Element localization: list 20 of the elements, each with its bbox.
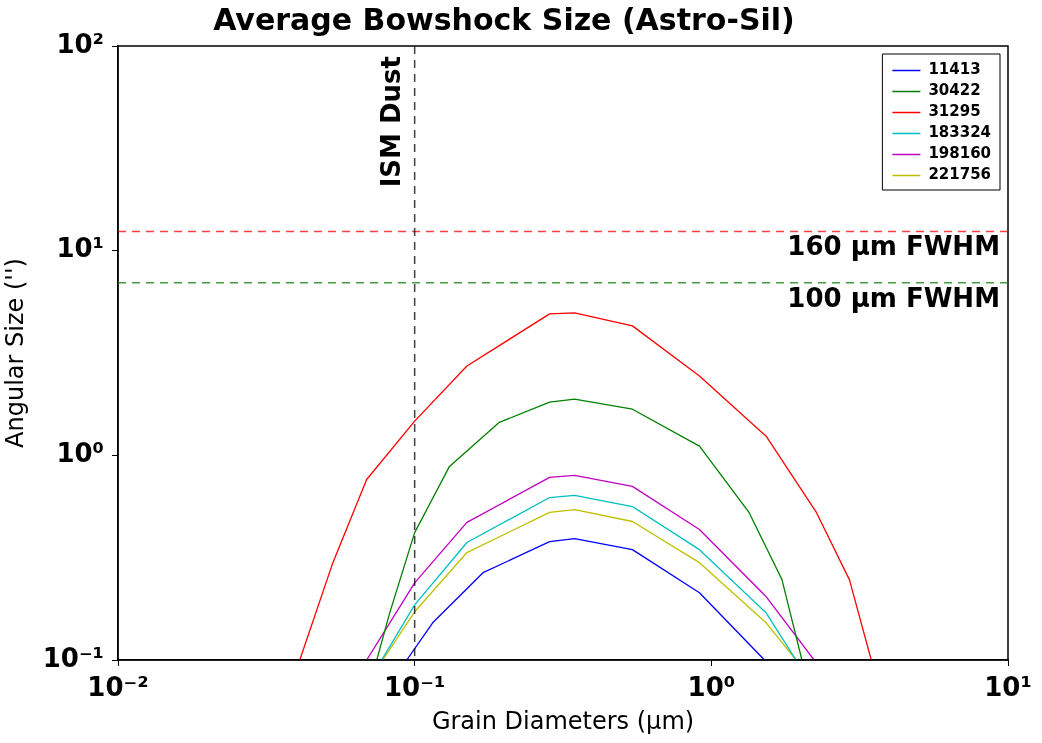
legend-label: 31295: [928, 102, 981, 121]
ref-line-label: 160 μm FWHM: [787, 231, 1000, 262]
y-axis-title: Angular Size (''): [0, 258, 29, 448]
ref-line-label: 100 μm FWHM: [787, 282, 1000, 313]
ref-line-label: ISM Dust: [376, 56, 407, 188]
legend-label: 198160: [928, 144, 991, 163]
x-axis-title: Grain Diameters (μm): [431, 706, 695, 735]
x-tick-label: 10⁻²: [87, 672, 149, 703]
y-tick-label: 10¹: [56, 233, 104, 264]
x-tick-label: 10¹: [984, 672, 1032, 703]
y-tick-label: 10²: [56, 28, 104, 59]
legend-label: 30422: [928, 81, 981, 100]
legend-label: 183324: [928, 123, 991, 142]
x-tick-label: 10⁰: [687, 672, 736, 703]
legend-label: 11413: [928, 60, 981, 79]
legend-label: 221756: [928, 165, 991, 184]
y-tick-label: 10⁻¹: [42, 642, 104, 673]
chart-title: Average Bowshock Size (Astro-Sil): [213, 1, 795, 37]
y-tick-label: 10⁰: [56, 438, 104, 469]
x-tick-label: 10⁻¹: [384, 672, 446, 703]
